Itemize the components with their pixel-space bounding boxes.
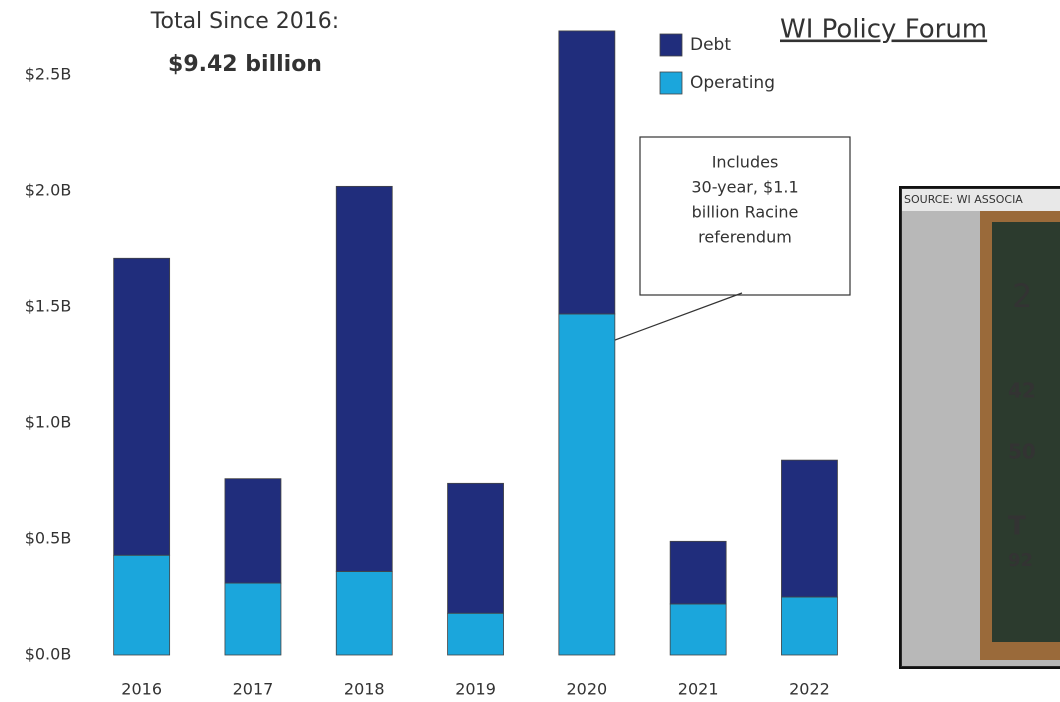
annotation-text: 30-year, $1.1 [691, 178, 798, 197]
y-tick-label: $2.5B [25, 65, 72, 84]
y-tick-label: $0.5B [25, 529, 72, 548]
bar-segment [224, 478, 282, 584]
chart-title: Total Since 2016: [150, 9, 339, 34]
bar-segment [335, 185, 393, 572]
bar-segment [335, 571, 393, 656]
legend-swatch [659, 33, 683, 57]
x-tick-label: 2022 [789, 680, 830, 699]
x-tick-label: 2016 [121, 680, 162, 699]
x-tick-label: 2021 [678, 680, 719, 699]
annotation-pointer [606, 292, 743, 344]
bar-segment [558, 30, 616, 315]
annotation-text: Includes [712, 153, 779, 172]
x-tick-label: 2020 [566, 680, 607, 699]
board-text: 50 [1008, 440, 1036, 464]
y-tick-label: $1.0B [25, 413, 72, 432]
chalkboard [992, 222, 1060, 642]
bar-segment [447, 612, 504, 656]
bar-segment [781, 596, 838, 656]
x-tick-label: 2017 [233, 680, 274, 699]
board-text: 2 [1012, 277, 1032, 315]
board-text: 92 [1008, 550, 1033, 571]
board-text: T [1008, 512, 1026, 542]
board-text: 42 [1008, 379, 1036, 403]
x-tick-label: 2018 [344, 680, 385, 699]
caption-strip [902, 189, 1060, 211]
bar-segment [113, 257, 171, 556]
bar-segment [224, 582, 282, 656]
bar-segment [781, 459, 838, 598]
annotation-box [639, 136, 851, 296]
legend-label: Operating [690, 73, 775, 93]
photo-caption: SOURCE: WI ASSOCIA [904, 193, 1023, 206]
bar-segment [447, 482, 504, 614]
y-tick-label: $2.0B [25, 181, 72, 200]
y-tick-label: $1.5B [25, 297, 72, 316]
y-tick-label: $0.0B [25, 645, 72, 664]
annotation-text: referendum [698, 228, 792, 247]
chart-subtitle: $9.42 billion [168, 52, 322, 77]
bar-segment [669, 540, 727, 605]
bar-segment [669, 603, 727, 656]
source-link[interactable]: WI Policy Forum [780, 15, 987, 45]
x-tick-label: 2019 [455, 680, 496, 699]
photo: SOURCE: WI ASSOCIA 2 42 50 T 92 [899, 186, 1060, 669]
bar-segment [558, 313, 616, 656]
legend-swatch [659, 71, 683, 95]
bar-segment [113, 554, 171, 656]
annotation-text: billion Racine [692, 203, 799, 222]
legend-label: Debt [690, 35, 731, 55]
